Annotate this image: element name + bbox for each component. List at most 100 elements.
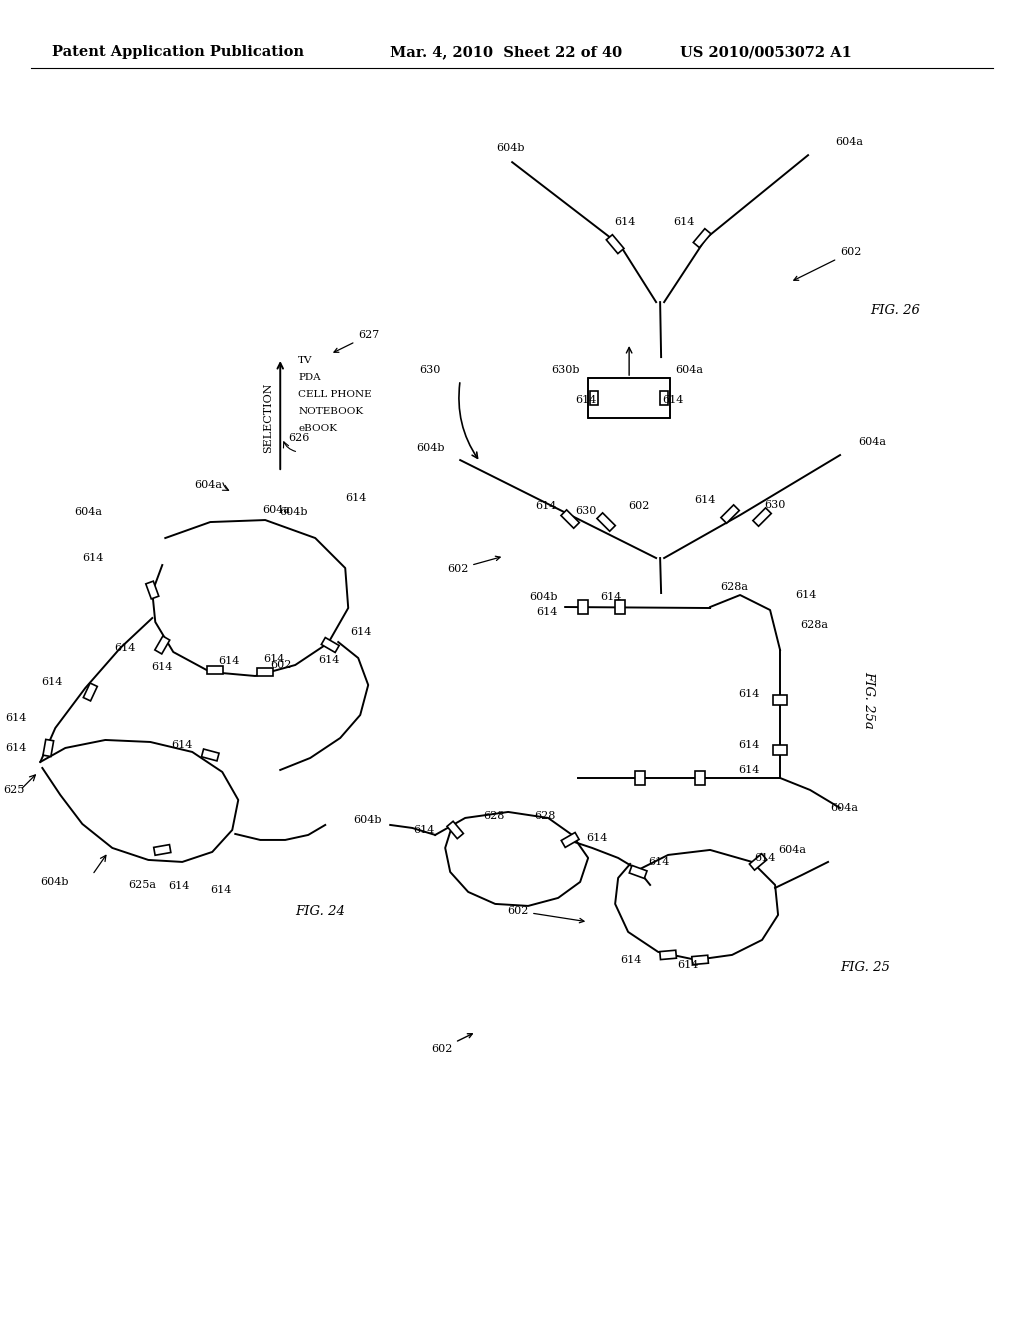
- Text: 614: 614: [678, 960, 698, 970]
- Text: 604b: 604b: [417, 444, 445, 453]
- Polygon shape: [615, 601, 625, 614]
- Polygon shape: [693, 228, 711, 248]
- Text: 614: 614: [210, 884, 231, 895]
- Text: 604a: 604a: [262, 506, 290, 515]
- Text: Patent Application Publication: Patent Application Publication: [52, 45, 304, 59]
- Polygon shape: [447, 821, 464, 838]
- Text: 602: 602: [270, 660, 292, 671]
- Text: 614: 614: [82, 553, 103, 564]
- Text: 614: 614: [535, 502, 556, 511]
- Polygon shape: [606, 235, 624, 253]
- Text: 628a: 628a: [800, 620, 828, 630]
- Text: 614: 614: [648, 857, 670, 867]
- Text: 604a: 604a: [195, 480, 222, 490]
- Text: 604a: 604a: [830, 803, 858, 813]
- Text: 614: 614: [738, 741, 760, 750]
- Polygon shape: [207, 667, 223, 675]
- Text: 626: 626: [288, 433, 309, 444]
- Text: 614: 614: [218, 656, 240, 667]
- Polygon shape: [750, 854, 767, 870]
- Polygon shape: [773, 744, 787, 755]
- Text: 604a: 604a: [675, 366, 703, 375]
- Text: FIG. 25a: FIG. 25a: [862, 671, 876, 729]
- Text: 628: 628: [483, 810, 505, 821]
- Text: 614: 614: [738, 689, 760, 700]
- Text: SELECTION: SELECTION: [263, 383, 273, 453]
- Polygon shape: [773, 696, 787, 705]
- Polygon shape: [635, 771, 645, 785]
- Polygon shape: [597, 513, 615, 531]
- Text: FIG. 26: FIG. 26: [870, 304, 920, 317]
- Text: 614: 614: [345, 494, 367, 503]
- Text: eBOOK: eBOOK: [298, 424, 337, 433]
- Polygon shape: [561, 833, 580, 847]
- Text: US 2010/0053072 A1: US 2010/0053072 A1: [680, 45, 852, 59]
- Text: 604b: 604b: [529, 593, 558, 602]
- Polygon shape: [43, 739, 53, 756]
- Polygon shape: [322, 638, 339, 652]
- Text: 614: 614: [621, 954, 642, 965]
- Text: 604b: 604b: [40, 876, 69, 887]
- Text: NOTEBOOK: NOTEBOOK: [298, 407, 364, 416]
- Text: 625: 625: [3, 785, 25, 795]
- Text: 614: 614: [613, 218, 635, 227]
- Text: 614: 614: [318, 655, 340, 665]
- Text: 614: 614: [5, 743, 27, 752]
- Text: 614: 614: [586, 833, 607, 843]
- Polygon shape: [692, 956, 709, 965]
- Polygon shape: [721, 504, 739, 523]
- Text: 614: 614: [168, 880, 189, 891]
- Polygon shape: [695, 771, 706, 785]
- Polygon shape: [154, 845, 171, 855]
- Polygon shape: [202, 748, 219, 760]
- Polygon shape: [753, 508, 771, 527]
- Text: 630: 630: [419, 366, 440, 375]
- Polygon shape: [145, 581, 159, 599]
- Text: 614: 614: [413, 825, 434, 836]
- Text: 614: 614: [151, 663, 172, 672]
- Text: FIG. 24: FIG. 24: [295, 906, 345, 919]
- Polygon shape: [83, 682, 97, 701]
- Text: 614: 614: [574, 395, 596, 405]
- Text: 614: 614: [600, 593, 622, 602]
- Text: 602: 602: [507, 906, 584, 923]
- Text: 604a: 604a: [75, 507, 102, 517]
- Text: 602: 602: [629, 502, 650, 511]
- Text: 614: 614: [350, 627, 372, 638]
- Text: 614: 614: [263, 653, 285, 664]
- Text: CELL PHONE: CELL PHONE: [298, 389, 372, 399]
- Text: PDA: PDA: [298, 372, 321, 381]
- Polygon shape: [561, 510, 580, 528]
- Text: 628: 628: [535, 810, 556, 821]
- Text: 604a: 604a: [778, 845, 806, 855]
- Text: 630: 630: [575, 506, 597, 516]
- Polygon shape: [660, 391, 668, 405]
- Text: 614: 614: [536, 607, 557, 616]
- Polygon shape: [659, 950, 677, 960]
- Polygon shape: [590, 391, 598, 405]
- Text: FIG. 25: FIG. 25: [840, 961, 890, 974]
- Text: 614: 614: [663, 395, 683, 405]
- Polygon shape: [257, 668, 273, 676]
- Text: 614: 614: [755, 853, 776, 863]
- Polygon shape: [155, 636, 170, 653]
- Text: 604a: 604a: [835, 137, 863, 147]
- Text: 602: 602: [794, 247, 861, 280]
- Text: 614: 614: [694, 495, 716, 506]
- Text: 604b: 604b: [353, 814, 382, 825]
- Polygon shape: [629, 866, 647, 878]
- Text: 602: 602: [431, 1034, 472, 1053]
- Text: 630: 630: [764, 500, 785, 510]
- Text: 614: 614: [795, 590, 816, 601]
- Text: 614: 614: [171, 741, 193, 750]
- Text: 604b: 604b: [280, 507, 308, 517]
- Text: 602: 602: [446, 556, 500, 574]
- Text: 614: 614: [5, 713, 27, 723]
- Text: TV: TV: [298, 355, 312, 364]
- Text: 627: 627: [334, 330, 380, 352]
- Text: 614: 614: [738, 766, 760, 775]
- Text: 614: 614: [114, 643, 135, 653]
- Text: 614: 614: [673, 218, 694, 227]
- Text: 625a: 625a: [128, 880, 157, 890]
- Text: 614: 614: [41, 677, 62, 686]
